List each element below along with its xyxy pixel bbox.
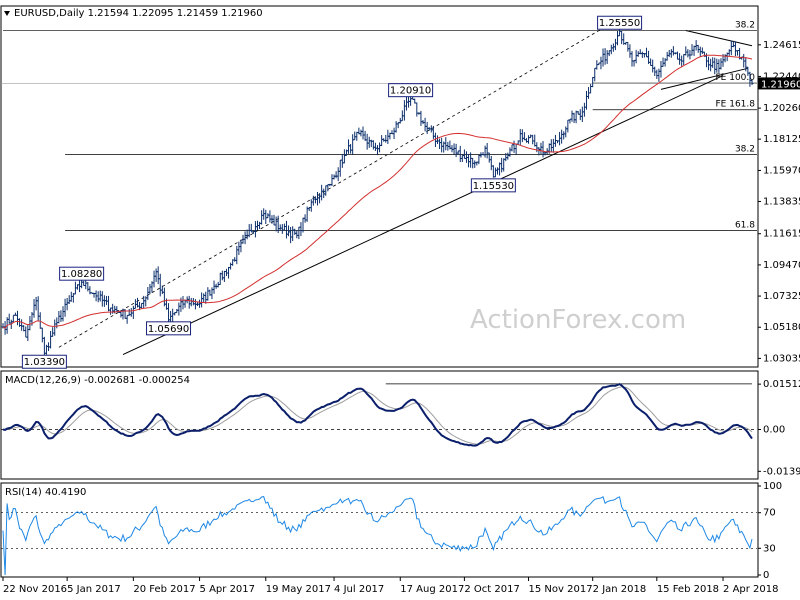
price-tick-label: 1.07325 [763,291,800,302]
fib-label: FE 161.8 [716,100,756,110]
rsi-line [2,496,753,576]
macd-line [2,382,753,447]
price-tick-label: 1.03035 [763,353,800,364]
macd-tick-label: -0.013938 [763,466,800,477]
rsi-tick-label: 30 [763,543,776,554]
ohlc-bar [750,79,754,85]
rsi-tick-label: 70 [763,508,776,519]
macd-tick-label: 0.00 [763,425,785,436]
triangle-upper-line [685,30,753,47]
price-annotations: 1.03390 1.08280 1.05690 1.20910 1.15530 1.255… [21,15,643,369]
rsi-tick-label: 100 [763,481,782,492]
chevron-down-icon[interactable] [4,11,10,16]
fibonacci-levels: 38.2 FE 100.0 FE 161.8 38.2 61.8 [1,21,757,231]
price-annotation: 1.25550 [597,15,643,30]
date-tick-label: 4 Jul 2017 [334,584,384,595]
price-tick-label: 1.05180 [763,322,800,333]
macd-tick-label: 0.01512 [763,379,800,390]
price-tick-label: 1.22440 [763,71,800,82]
trend-lines [58,15,753,356]
triangle-lower-line [660,67,748,90]
date-tick-label: 5 Apr 2017 [200,584,255,595]
macd-axis: 0.01512 0.00 -0.013938 [758,379,800,477]
svg-text:1.15530: 1.15530 [473,181,514,192]
date-tick-label: 22 Nov 2016 [3,584,67,595]
rsi-lines [1,496,757,576]
price-tick-label: 1.20260 [763,103,800,114]
price-tick-label: 1.09470 [763,260,800,271]
date-tick-label: 2 Jan 2018 [593,584,647,595]
fib-label: FE 100.0 [716,73,756,83]
price-tick-label: 1.13835 [763,196,800,207]
date-tick-label: 15 Nov 2017 [529,584,593,595]
fib-label: 61.8 [735,220,755,230]
price-tick-label: 1.18125 [763,134,800,145]
macd-signal-line [2,386,753,445]
svg-text:1.20910: 1.20910 [390,86,431,97]
price-tick-label: 1.24615 [763,40,800,51]
watermark: ActionForex.com [470,305,686,335]
fib-label: 38.2 [735,145,755,155]
svg-text:EURUSD,Daily 1.21594 1.22095 1: EURUSD,Daily 1.21594 1.22095 1.21459 1.2… [14,8,263,19]
open-value: 1.21594 [88,8,129,19]
high-value: 1.22095 [132,8,173,19]
rsi-axis: 100 70 30 0 [758,481,782,581]
symbol-label: EURUSD,Daily [14,8,85,19]
date-tick-label: 2 Apr 2018 [723,584,778,595]
moving-average-line [2,54,753,329]
fib-label: 38.2 [735,21,755,31]
price-pane: ActionForex.com 38.2FE 100.0FE 161.838.2… [0,5,800,369]
date-tick-label: 17 Aug 2017 [400,584,464,595]
low-value: 1.21459 [177,8,218,19]
price-annotation: 1.20910 [388,83,434,98]
price-annotation: 1.08280 [59,266,105,281]
macd-lines [1,382,757,447]
svg-text:1.03390: 1.03390 [24,357,65,368]
date-tick-label: 5 Jan 2017 [67,584,121,595]
close-value: 1.21960 [221,8,262,19]
price-annotation: 1.05690 [146,321,192,336]
support-trendline [122,75,724,356]
svg-text:1.05690: 1.05690 [148,324,189,335]
date-tick-label: 20 Feb 2017 [133,584,195,595]
date-tick-label: 2 Oct 2017 [464,584,519,595]
date-axis: 22 Nov 2016 5 Jan 2017 20 Feb 2017 5 Apr 20… [2,577,779,595]
price-axis: 1.24615 1.22440 1.20260 1.18125 1.15970 1.138… [758,40,800,364]
rsi-tick-label: 0 [763,570,769,581]
price-tick-label: 1.11615 [763,229,800,240]
chart-header: EURUSD,Daily 1.21594 1.22095 1.21459 1.2… [4,8,263,19]
date-tick-label: 19 May 2017 [266,584,331,595]
price-annotation: 1.15530 [470,178,516,193]
svg-text:1.08280: 1.08280 [61,269,102,280]
date-tick-label: 15 Feb 2018 [657,584,719,595]
macd-label: MACD(12,26,9) -0.002681 -0.000254 [5,375,190,386]
rsi-label: RSI(14) 40.4190 [5,487,86,498]
last-price-marker: 1.21960 [758,77,800,90]
price-annotation: 1.03390 [21,354,67,369]
rsi-pane: 100 70 30 0 RSI(14) 40.4190 [0,481,782,581]
price-tick-label: 1.15970 [763,165,800,176]
channel-trendline [58,15,624,348]
macd-pane: 0.01512 0.00 -0.013938 MACD(12,26,9) -0.00… [0,370,800,480]
svg-text:1.21960: 1.21960 [761,79,800,90]
price-bars [1,25,754,358]
svg-text:1.25550: 1.25550 [599,18,640,29]
